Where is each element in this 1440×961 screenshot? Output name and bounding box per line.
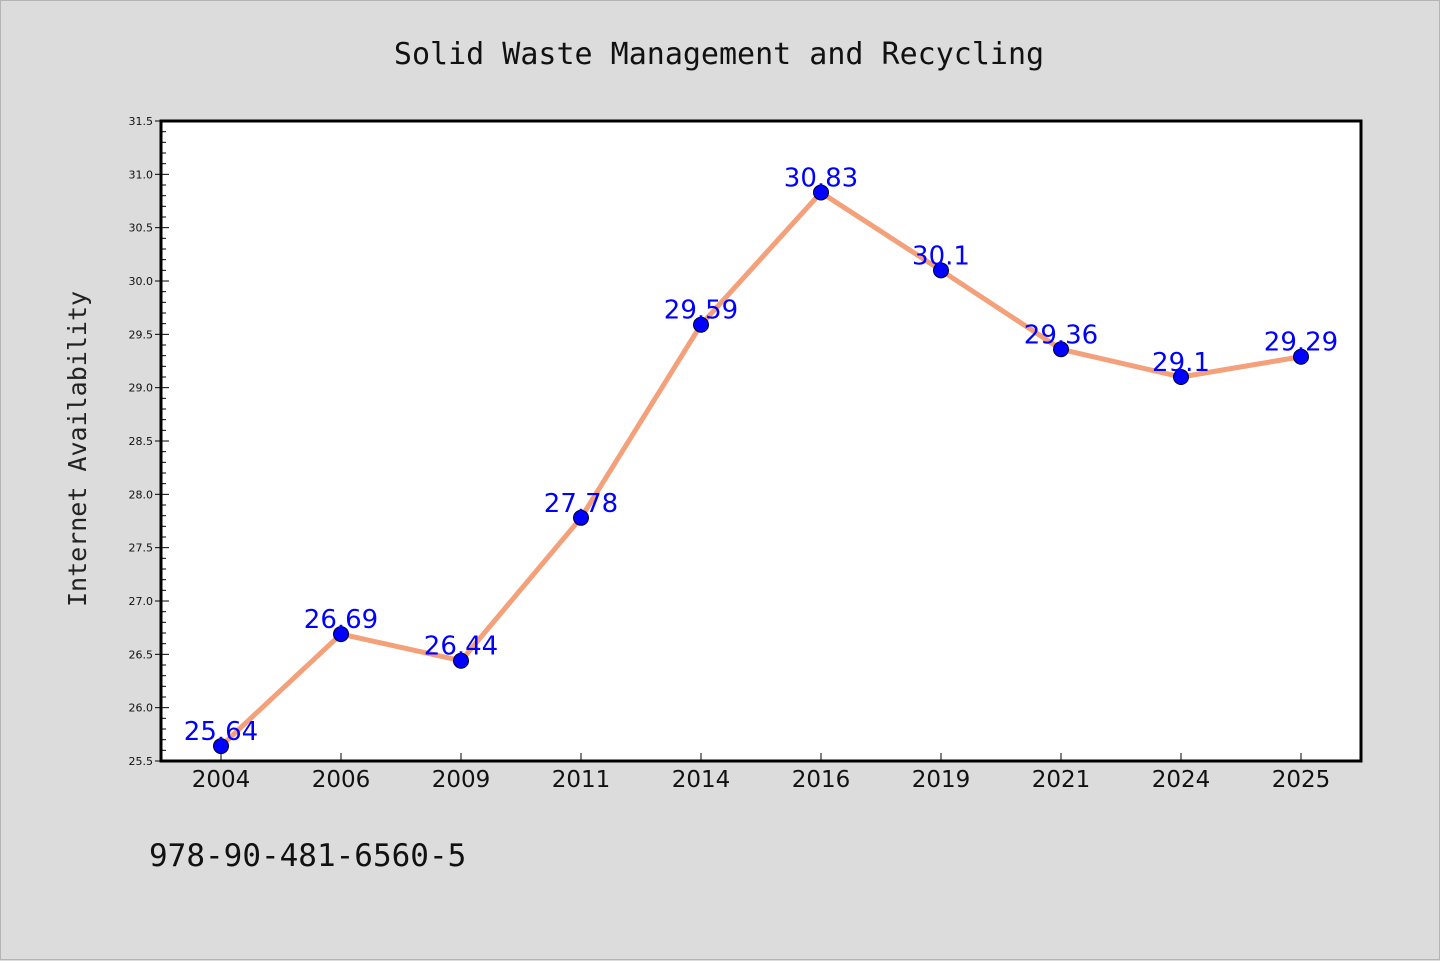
data-labels: 25.64 26.69 26.44 27.78 29.59 30.83 30.1 29.36 2… bbox=[184, 163, 1338, 747]
data-label: 29.1 bbox=[1152, 348, 1210, 378]
x-tick-label: 2006 bbox=[312, 767, 371, 793]
x-tick-label: 2021 bbox=[1032, 767, 1091, 793]
y-tick-label: 28.5 bbox=[129, 435, 154, 448]
y-tick-label: 27.0 bbox=[129, 595, 154, 608]
data-point bbox=[1293, 348, 1309, 365]
data-point bbox=[933, 262, 949, 279]
y-tick-label: 31.0 bbox=[129, 168, 154, 181]
y-tick-label: 30.5 bbox=[129, 222, 154, 235]
data-label: 30.1 bbox=[912, 241, 970, 271]
x-tick-label: 2009 bbox=[432, 767, 491, 793]
plot-area bbox=[159, 119, 1363, 763]
y-axis: 25.5 26.0 26.5 27.0 27.5 28.0 28.5 29.0 29.5 30.0… bbox=[129, 115, 169, 768]
data-label: 29.36 bbox=[1024, 320, 1098, 350]
data-label: 25.64 bbox=[184, 717, 258, 747]
data-point bbox=[1173, 369, 1189, 385]
chart-title: Solid Waste Management and Recycling bbox=[394, 37, 1044, 72]
series-line bbox=[218, 189, 1304, 749]
x-tick-label: 2024 bbox=[1152, 767, 1211, 793]
data-point bbox=[813, 184, 829, 201]
data-point bbox=[213, 738, 229, 755]
y-tick-label: 26.5 bbox=[129, 648, 154, 661]
x-tick-label: 2019 bbox=[912, 767, 971, 793]
data-point bbox=[333, 626, 349, 643]
y-tick-label: 30.0 bbox=[129, 275, 154, 288]
x-axis: 2004 2006 2009 2011 2014 2016 2019 2021 2024 2025 bbox=[192, 753, 1331, 793]
x-tick-label: 2011 bbox=[552, 767, 611, 793]
x-tick-label: 2014 bbox=[672, 767, 731, 793]
data-label: 27.78 bbox=[544, 489, 618, 519]
data-label: 30.83 bbox=[784, 163, 858, 193]
data-point bbox=[693, 316, 709, 333]
data-label: 29.59 bbox=[664, 296, 738, 326]
data-point bbox=[1053, 341, 1069, 358]
y-tick-label: 27.5 bbox=[129, 542, 154, 555]
x-tick-label: 2025 bbox=[1272, 767, 1331, 793]
y-tick-label: 26.0 bbox=[129, 702, 154, 715]
footer-isbn-text: 978-90-481-6560-5 bbox=[149, 838, 466, 874]
data-point bbox=[573, 509, 589, 526]
series-layer bbox=[213, 184, 1309, 755]
y-axis-label: Internet Availability bbox=[63, 291, 92, 607]
data-label: 29.29 bbox=[1264, 328, 1338, 358]
x-tick-label: 2016 bbox=[792, 767, 851, 793]
data-point bbox=[453, 652, 469, 669]
data-label: 26.69 bbox=[304, 605, 378, 635]
data-label: 26.44 bbox=[424, 632, 498, 662]
y-tick-label: 25.5 bbox=[129, 755, 154, 768]
y-tick-label: 29.5 bbox=[129, 328, 154, 341]
y-tick-label: 28.0 bbox=[129, 488, 154, 501]
y-tick-label: 29.0 bbox=[129, 382, 154, 395]
y-tick-label: 31.5 bbox=[129, 115, 154, 128]
x-tick-label: 2004 bbox=[192, 767, 251, 793]
